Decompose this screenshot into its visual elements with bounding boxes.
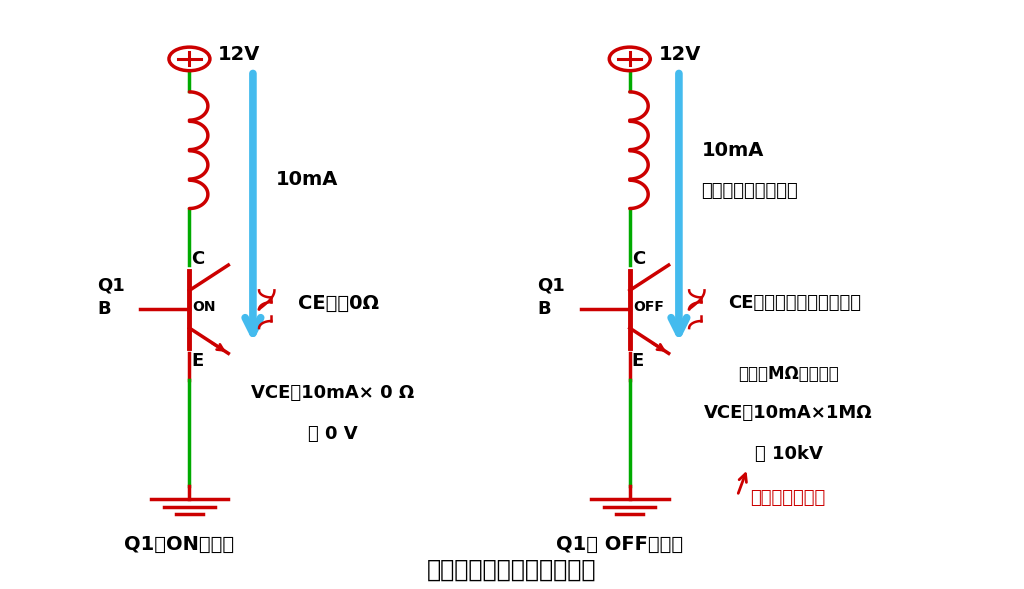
- Text: 10mA: 10mA: [701, 141, 764, 160]
- Text: 12V: 12V: [218, 45, 260, 64]
- Text: 10mA: 10mA: [275, 170, 338, 189]
- Text: C: C: [191, 250, 205, 268]
- Text: ON: ON: [193, 300, 216, 315]
- Text: E: E: [632, 352, 644, 370]
- Text: ＝ 0 V: ＝ 0 V: [308, 425, 357, 443]
- Text: 仮に１MΩとすると: 仮に１MΩとすると: [738, 365, 839, 383]
- Text: VCE＝10mA× 0 Ω: VCE＝10mA× 0 Ω: [251, 383, 415, 402]
- Text: B: B: [97, 300, 111, 318]
- Text: C: C: [632, 250, 645, 268]
- Text: E: E: [191, 352, 204, 370]
- Text: 逆起電圧が発生する仕組み: 逆起電圧が発生する仕組み: [427, 558, 597, 582]
- Text: Q1が OFFの場合: Q1が OFFの場合: [556, 535, 683, 554]
- Text: Q1: Q1: [97, 277, 125, 294]
- Text: ＝ 10kV: ＝ 10kV: [755, 445, 822, 464]
- Text: 流れ続けようとする: 流れ続けようとする: [701, 183, 798, 200]
- Text: VCE＝10mA×1MΩ: VCE＝10mA×1MΩ: [705, 404, 872, 422]
- Text: CE間は0Ω: CE間は0Ω: [298, 294, 379, 313]
- Text: B: B: [538, 300, 551, 318]
- Text: OFF: OFF: [633, 300, 664, 315]
- Text: Q1がONの場合: Q1がONの場合: [124, 535, 234, 554]
- Text: CE間は大きな抵抗となる: CE間は大きな抵抗となる: [728, 294, 861, 312]
- Text: 12V: 12V: [658, 45, 700, 64]
- Text: 逆起電圧が発生: 逆起電圧が発生: [751, 489, 825, 507]
- Text: Q1: Q1: [538, 277, 565, 294]
